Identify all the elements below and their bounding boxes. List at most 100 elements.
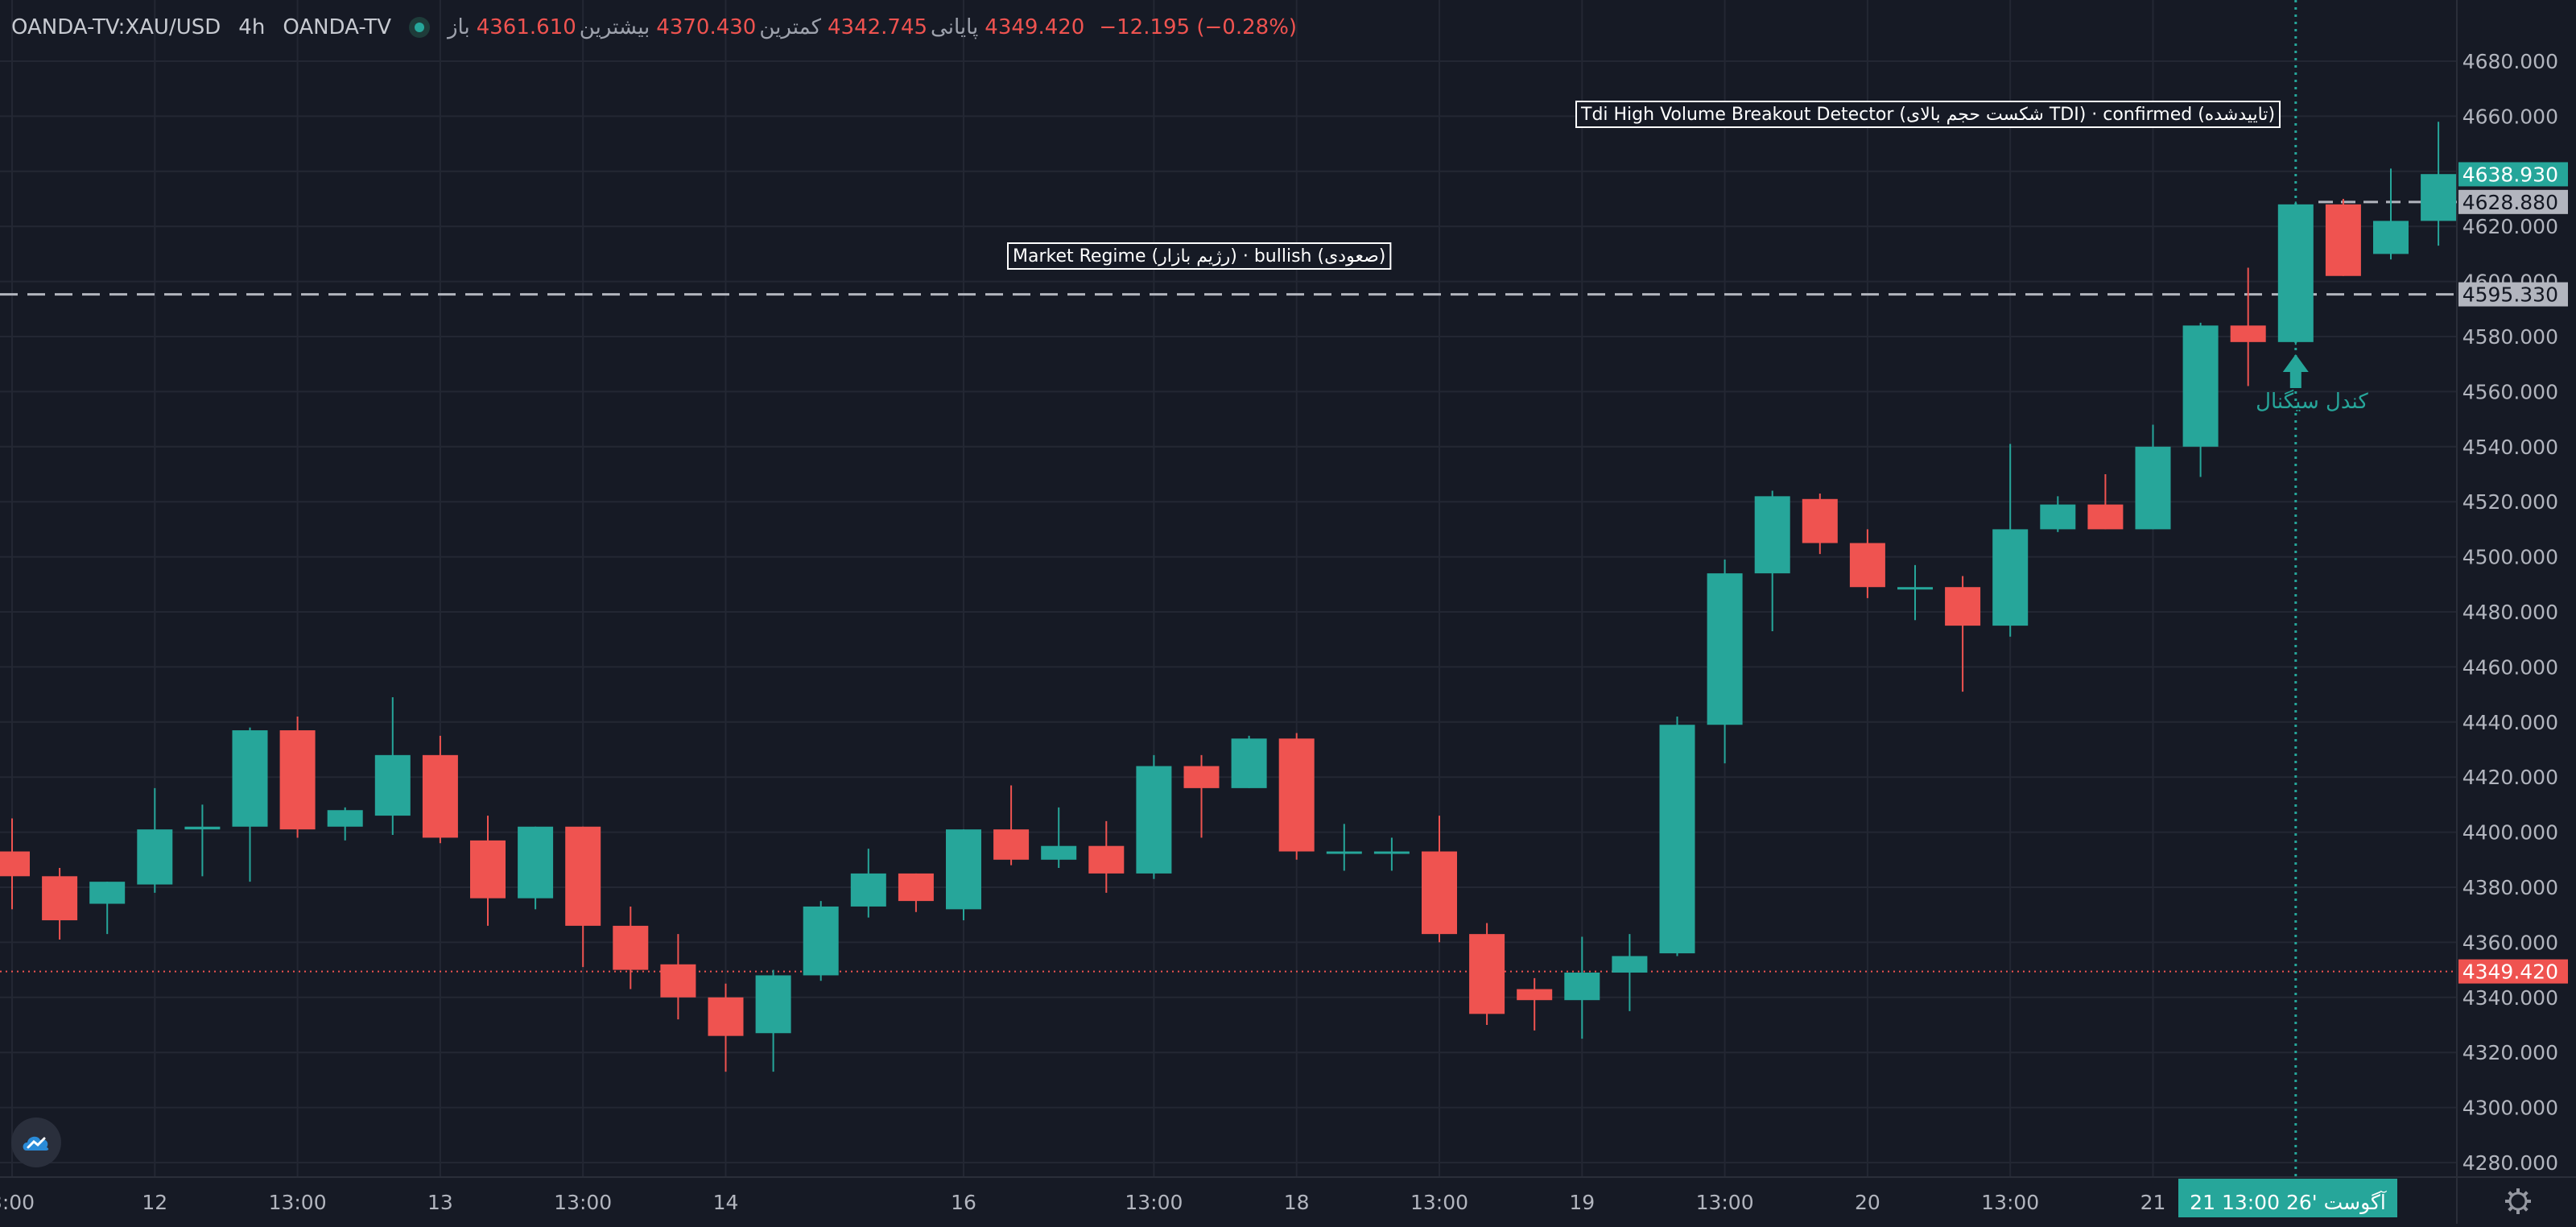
- time-tick-label: 3:00: [0, 1191, 35, 1214]
- price-badge: 4349.420: [2458, 959, 2568, 984]
- candle: [184, 804, 221, 877]
- gear-tooth: [2522, 1191, 2529, 1197]
- candle-body: [2373, 221, 2409, 254]
- price-badge: 4628.880: [2458, 189, 2568, 214]
- candle: [374, 697, 411, 836]
- candle-body: [2325, 204, 2361, 276]
- candle-body: [2182, 325, 2219, 447]
- breakout-annotation-box: [1575, 101, 2281, 128]
- candle: [2040, 496, 2076, 532]
- candle: [1231, 735, 1267, 788]
- candle-body: [137, 829, 173, 885]
- open-value: 4361.610: [476, 15, 576, 39]
- price-tick-label: 4300.000: [2462, 1097, 2558, 1120]
- time-tick-label: 13: [427, 1191, 453, 1214]
- candle-body: [898, 873, 934, 902]
- candle-body: [1373, 851, 1410, 854]
- interval-label[interactable]: 4h: [238, 15, 266, 39]
- candle-body: [1469, 934, 1505, 1014]
- candle: [1754, 490, 1790, 631]
- exchange-label: OANDA-TV: [283, 15, 391, 39]
- time-tick-label: 19: [1569, 1191, 1595, 1214]
- candle: [232, 727, 268, 882]
- candle: [89, 882, 126, 935]
- candle: [2230, 267, 2266, 386]
- regime-annotation: Market Regime (رژیم بازار) · bullish (صع…: [1007, 242, 1392, 270]
- price-badge-label: 4628.880: [2462, 191, 2558, 214]
- candle-body: [42, 876, 78, 921]
- candle-body: [1754, 496, 1790, 574]
- candle: [2325, 199, 2361, 276]
- candle-body: [2421, 174, 2457, 221]
- candle-body: [1707, 573, 1743, 725]
- live-status-dot-icon[interactable]: [409, 17, 430, 38]
- candle-body: [374, 754, 411, 816]
- price-tick-label: 4420.000: [2462, 766, 2558, 789]
- candle: [803, 901, 839, 981]
- candle: [422, 735, 458, 844]
- candle-body: [708, 997, 744, 1036]
- crosshair-time-box: [2178, 1179, 2397, 1217]
- candle-body: [1992, 529, 2029, 626]
- candle: [137, 787, 173, 893]
- candle: [0, 818, 30, 910]
- candle-body: [1422, 851, 1457, 935]
- tradingview-cloud-logo-icon[interactable]: [11, 1118, 61, 1167]
- candle-body: [2230, 325, 2266, 342]
- price-tick-label: 4360.000: [2462, 931, 2558, 954]
- candle: [279, 716, 316, 838]
- price-badge: 4595.330: [2458, 282, 2568, 307]
- candle: [2135, 424, 2171, 530]
- price-tick-label: 4440.000: [2462, 711, 2558, 734]
- candle-body: [518, 826, 554, 899]
- candle: [1278, 733, 1315, 860]
- price-tick-label: 4580.000: [2462, 325, 2558, 349]
- candle-body: [1278, 738, 1315, 852]
- signal-candle-label: کندل سیگنال: [2256, 389, 2368, 414]
- close-value: 4349.420: [985, 15, 1085, 39]
- candle-body: [0, 851, 30, 877]
- low-label: کمترین: [759, 15, 821, 39]
- candle-body: [1326, 851, 1362, 854]
- signal-arrow-stem: [2289, 370, 2301, 388]
- price-tick-label: 4620.000: [2462, 215, 2558, 238]
- gear-tooth: [2508, 1205, 2514, 1212]
- price-tick-label: 4380.000: [2462, 876, 2558, 899]
- gear-tooth: [2522, 1205, 2529, 1212]
- price-tick-label: 4540.000: [2462, 436, 2558, 459]
- time-tick-label: 13:00: [1696, 1191, 1754, 1214]
- candle-body: [1231, 738, 1267, 788]
- price-tick-label: 4560.000: [2462, 380, 2558, 403]
- candle: [2421, 122, 2457, 246]
- candle: [1897, 564, 1933, 621]
- candle: [2373, 168, 2409, 260]
- high-value: 4370.430: [656, 15, 757, 39]
- candle: [1612, 934, 1648, 1011]
- candle-body: [1136, 766, 1172, 874]
- candle: [42, 868, 78, 940]
- change-value: −12.195 (−0.28%): [1099, 15, 1298, 39]
- candle-body: [565, 826, 601, 926]
- symbol-name[interactable]: OANDA-TV:XAU/USD: [11, 15, 221, 39]
- price-tick-label: 4480.000: [2462, 601, 2558, 624]
- gear-tooth: [2508, 1191, 2514, 1197]
- time-tick-label: 13:00: [1410, 1191, 1468, 1214]
- candle-body: [660, 964, 696, 998]
- candle-body: [803, 906, 839, 976]
- price-badge-label: 4595.330: [2462, 283, 2558, 307]
- candle-body: [279, 730, 316, 830]
- candle-body: [1897, 587, 1933, 590]
- candle: [613, 906, 649, 989]
- candle: [470, 816, 506, 926]
- arrow-up-icon: [2282, 354, 2309, 388]
- gear-icon[interactable]: [2505, 1188, 2531, 1214]
- candle-body: [232, 730, 268, 827]
- price-tick-label: 4520.000: [2462, 490, 2558, 514]
- candle: [755, 969, 791, 1072]
- candle-body: [327, 810, 363, 827]
- time-tick-label: 13:00: [1981, 1191, 2039, 1214]
- candle-body: [993, 829, 1030, 860]
- regime-annotation-text: Market Regime (رژیم بازار) · bullish (صع…: [1013, 246, 1385, 266]
